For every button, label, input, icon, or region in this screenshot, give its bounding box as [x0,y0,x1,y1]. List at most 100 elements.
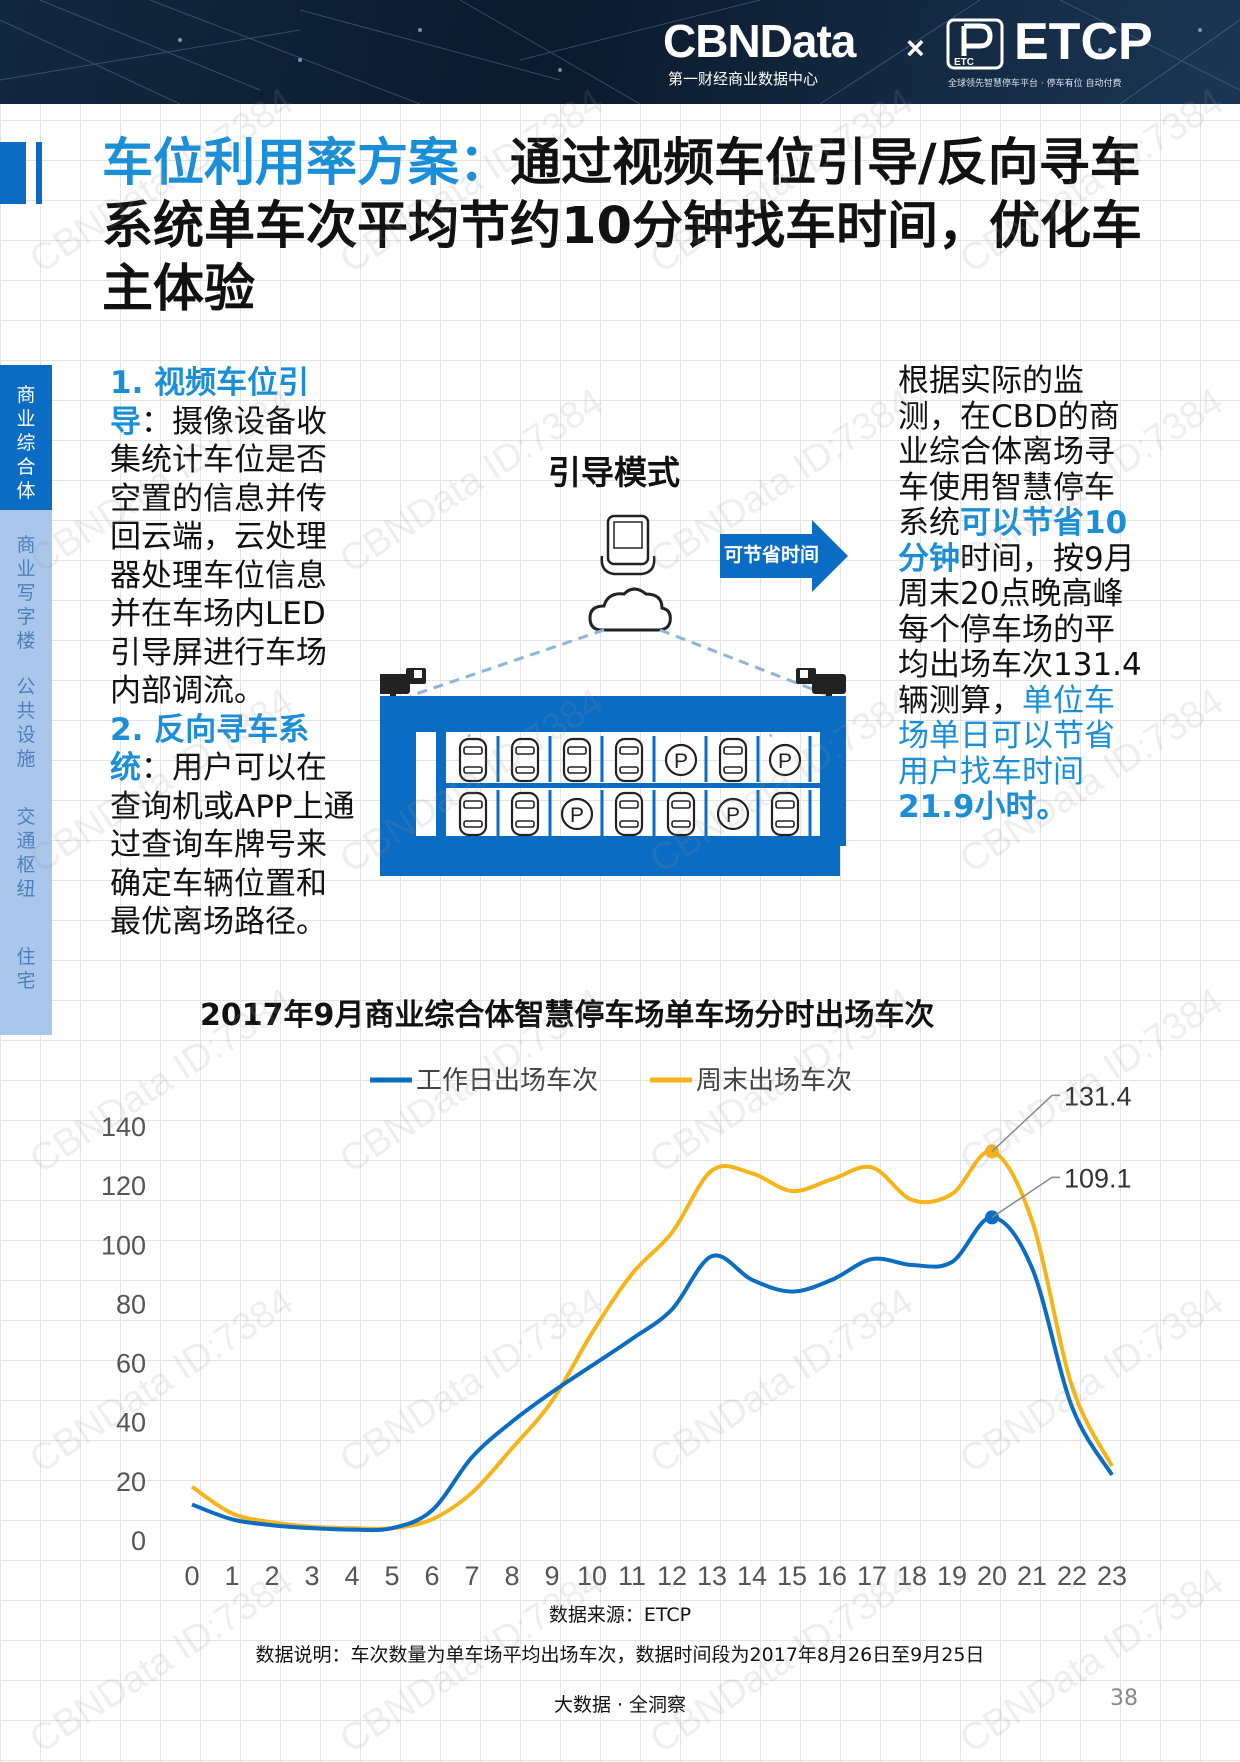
etcp-logo-icon: ETC [946,18,1004,70]
left-heading-1: 1. 视频车位引导 [110,365,310,440]
side-navigation: 商业综合体商业写字楼公共设施交通枢纽住宅 [0,365,52,1035]
brand-logo-text: CBNData [663,15,856,67]
series-line [190,1149,1114,1531]
etcp-logo-text: ETC [954,57,974,68]
peak-annotation: 131.4 [985,1081,1132,1159]
legend-label: 周末出场车次 [696,1066,852,1096]
car-icon [770,791,800,837]
parking-lot-frame [380,696,846,732]
y-tick-label: 120 [101,1171,146,1201]
x-tick-label: 2 [264,1561,279,1591]
car-icon [614,791,644,837]
side-nav-item[interactable]: 商业综合体 [16,384,36,502]
y-tick-label: 40 [116,1408,146,1438]
y-tick-label: 60 [116,1349,146,1379]
right-highlight-daily: 单位车场单日可以节省用户找车时间 [898,682,1115,790]
side-nav-item[interactable]: 公共设施 [16,676,36,770]
x-tick-label: 12 [657,1561,687,1591]
x-tick-label: 18 [897,1561,927,1591]
x-tick-label: 13 [697,1561,727,1591]
car-icon [718,737,748,783]
x-tick-label: 23 [1097,1561,1127,1591]
chart-title: 2017年9月商业综合体智慧停车场单车场分时出场车次 [200,998,935,1033]
left-heading-2: 2. 反向寻车系统 [110,711,310,787]
title-accent-line [36,142,42,204]
page-title: 车位利用率方案：通过视频车位引导/反向寻车系统单车次平均节约10分钟找车时间，优… [102,132,1142,321]
left-paragraph-2: ：用户可以在查询机或APP上通过查询车牌号来确定车辆位置和最优离场路径。 [110,750,355,940]
peak-label: 109.1 [1064,1163,1132,1193]
peak-annotation: 109.1 [985,1163,1132,1225]
x-tick-label: 6 [424,1561,439,1591]
y-tick-label: 0 [131,1526,146,1556]
parking-p-icon: P [664,743,698,777]
x-tick-label: 17 [857,1561,887,1591]
x-tick-label: 3 [304,1561,319,1591]
phone-icon [600,514,656,576]
data-note: 数据说明：车次数量为单车场平均出场车次，数据时间段为2017年8月26日至9月2… [255,1644,985,1666]
right-text-2: 时间，按9月周末20点晚高峰每个停车场的平均出场车次131.4辆测算， [898,540,1142,719]
car-icon [614,737,644,783]
x-tick-label: 14 [737,1561,767,1591]
peak-marker [985,1210,999,1225]
x-tick-label: 0 [184,1561,199,1591]
save-time-label: 可节省时间 [724,544,820,566]
legend-label: 工作日出场车次 [416,1066,598,1096]
header-banner: CBNData 第一财经商业数据中心 × ETC ETCP 全球领先智慧停车平台… [0,0,1240,104]
x-tick-label: 8 [504,1561,519,1591]
parking-spaces: P P P P [458,736,812,837]
cloud-icon [588,587,672,632]
x-tick-label: 11 [618,1561,646,1591]
collab-x: × [906,30,925,66]
footer-slogan: 大数据 · 全洞察 [553,1694,687,1716]
x-tick-label: 5 [384,1561,399,1591]
x-tick-label: 22 [1057,1561,1087,1591]
network-graphic [0,0,1240,104]
parking-p-icon: P [716,797,750,831]
parking-p-icon: P [560,797,594,831]
partner-logo-text: ETCP [1014,13,1153,71]
y-tick-label: 140 [101,1112,146,1142]
car-icon [458,737,488,783]
car-icon [666,791,696,837]
x-tick-label: 9 [544,1561,559,1591]
svg-text:P: P [726,804,740,827]
right-text-1: 根据实际的监测，在CBD的商业综合体离场寻车使用智慧停车系统 [898,363,1120,541]
right-highlight-saving: 可以节省10分钟 [898,505,1128,577]
page-title-main: 通过视频车位引导/反向寻车系统单车次平均节约10分钟找车时间，优化车主体验 [102,134,1142,319]
right-description: 根据实际的监测，在CBD的商业综合体离场寻车使用智慧停车系统可以节省10分钟时间… [898,363,1144,826]
car-icon [562,737,592,783]
legend-item: 周末出场车次 [650,1066,852,1096]
right-highlight-hours: 21.9小时。 [898,789,1068,825]
data-source: 数据来源：ETCP [548,1604,692,1626]
parking-diagram: P P P P [380,514,846,876]
legend-item: 工作日出场车次 [370,1066,598,1096]
car-icon [458,791,488,837]
title-accent-bar [0,142,26,204]
side-nav-item[interactable]: 商业写字楼 [16,534,36,652]
x-tick-label: 16 [817,1561,847,1591]
left-paragraph-1: ：摄像设备收集统计车位是否空置的信息并传回云端，云处理器处理车位信息并在车场内L… [110,403,327,710]
x-tick-label: 10 [577,1561,607,1591]
x-tick-label: 19 [937,1561,967,1591]
brand-subtitle: 第一财经商业数据中心 [668,70,819,88]
svg-text:P: P [778,750,792,773]
side-nav-active-bg [0,365,52,510]
svg-text:P: P [570,804,584,827]
save-time-arrow [720,520,848,592]
parking-p-icon: P [768,743,802,777]
page-title-highlight: 车位利用率方案： [102,134,511,193]
x-tick-label: 4 [344,1561,359,1591]
side-nav-item[interactable]: 住宅 [16,946,36,992]
car-icon [510,737,540,783]
y-tick-label: 80 [116,1289,146,1319]
x-tick-label: 21 [1017,1561,1047,1591]
x-tick-label: 7 [464,1561,479,1591]
left-description: 1. 视频车位引导：摄像设备收集统计车位是否空置的信息并传回云端，云处理器处理车… [110,364,356,942]
side-nav-item[interactable]: 交通枢纽 [16,806,36,900]
x-tick-label: 1 [224,1561,239,1591]
y-tick-label: 20 [116,1467,146,1497]
series-line [191,1215,1114,1533]
peak-label: 131.4 [1064,1081,1132,1111]
svg-text:P: P [674,750,688,773]
